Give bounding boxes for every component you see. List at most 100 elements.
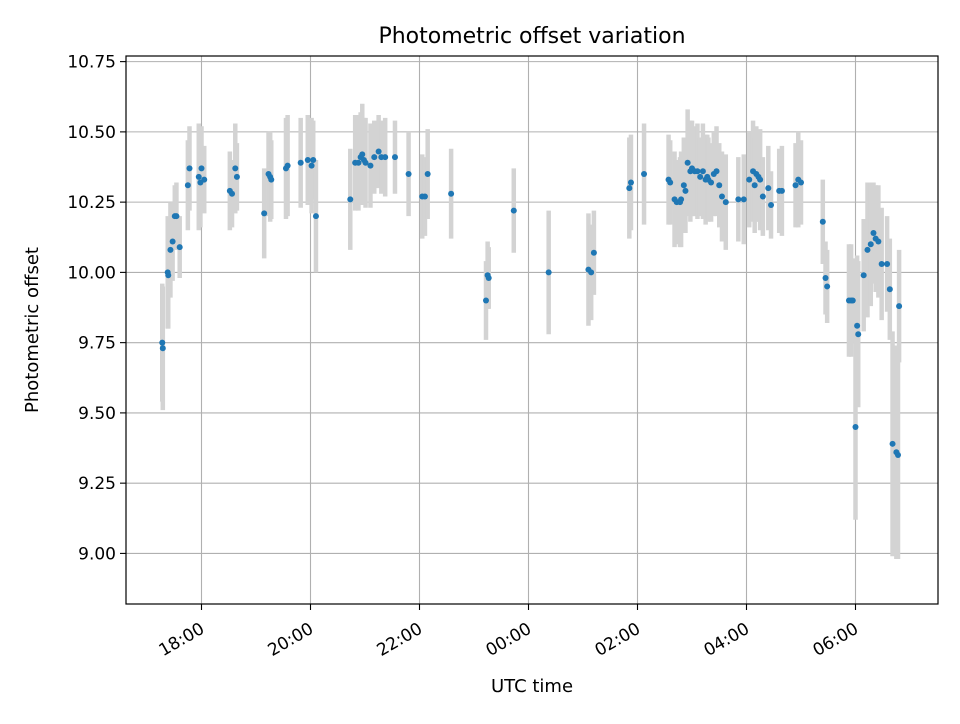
data-point (896, 303, 903, 310)
data-point (448, 190, 455, 197)
data-point (405, 171, 412, 178)
data-point (855, 331, 862, 338)
data-point (682, 187, 689, 194)
data-point (667, 179, 674, 186)
data-point (895, 452, 902, 459)
data-point (485, 275, 492, 282)
data-point (699, 168, 706, 175)
y-tick-label: 10.25 (67, 193, 116, 213)
data-point (768, 201, 775, 208)
y-tick-label: 9.50 (78, 404, 116, 424)
data-point (482, 297, 489, 304)
data-point (424, 171, 431, 178)
data-point (759, 193, 766, 200)
data-point (362, 159, 369, 166)
data-point (165, 272, 172, 279)
data-point (765, 185, 772, 192)
data-point (173, 213, 180, 220)
y-tick-label: 9.00 (78, 544, 116, 564)
data-point (870, 230, 877, 237)
data-point (798, 179, 804, 186)
y-axis-label: Photometric offset (22, 247, 43, 413)
data-point (713, 168, 720, 175)
data-point (310, 156, 317, 163)
data-point (852, 423, 859, 430)
y-tick-label: 10.50 (67, 123, 116, 143)
data-point (751, 182, 758, 189)
data-point (740, 196, 747, 203)
plot-frame (125, 55, 939, 605)
data-point (678, 196, 685, 203)
data-point (355, 159, 362, 166)
data-point (261, 210, 268, 217)
data-point (824, 283, 831, 290)
data-point (195, 173, 202, 180)
data-point (169, 238, 176, 245)
data-point (367, 162, 374, 169)
data-point (757, 176, 764, 183)
data-point (864, 246, 871, 253)
data-point (822, 275, 829, 282)
data-point (878, 260, 885, 267)
data-point (735, 196, 742, 203)
y-tick-label: 9.25 (78, 474, 116, 494)
data-point (627, 179, 634, 186)
data-point (198, 165, 205, 172)
data-point (184, 182, 191, 189)
data-point (201, 176, 208, 183)
data-point (391, 154, 398, 161)
data-point (867, 241, 874, 248)
data-point (375, 148, 382, 155)
data-point (159, 339, 166, 346)
data-point (684, 159, 691, 166)
y-tick-label: 10.00 (67, 263, 116, 283)
data-point (886, 286, 893, 293)
data-point (284, 162, 291, 169)
data-point (641, 171, 648, 178)
y-tick-label: 10.75 (67, 53, 116, 73)
data-point (746, 176, 753, 183)
data-point (884, 260, 891, 267)
data-point (590, 249, 597, 256)
data-point (268, 176, 275, 183)
data-point (371, 154, 378, 161)
data-point (849, 297, 856, 304)
data-point (186, 165, 193, 172)
data-point (167, 246, 174, 253)
data-point (889, 440, 896, 447)
data-point (297, 159, 304, 166)
data-point (718, 193, 725, 200)
data-point (722, 199, 729, 206)
data-point (778, 187, 785, 194)
x-axis-label: UTC time (491, 676, 573, 697)
data-point (304, 156, 311, 163)
data-point (697, 173, 704, 180)
data-point (680, 182, 687, 189)
data-point (588, 269, 595, 276)
data-point (860, 272, 867, 279)
data-point (308, 162, 315, 169)
data-point (545, 269, 552, 276)
y-tick-label: 9.75 (78, 334, 116, 354)
data-point (854, 322, 861, 329)
data-point (233, 173, 240, 180)
data-point (694, 168, 701, 175)
data-point (875, 238, 882, 245)
data-point (229, 190, 236, 197)
chart-title: Photometric offset variation (378, 24, 685, 49)
data-point (312, 213, 319, 220)
data-point (792, 182, 799, 189)
data-point (159, 345, 166, 352)
data-point (510, 207, 517, 214)
data-point (708, 179, 715, 186)
data-point (421, 193, 428, 200)
data-point (626, 185, 633, 192)
data-point (716, 182, 723, 189)
data-point (819, 218, 826, 225)
data-point (176, 244, 183, 251)
data-points (159, 148, 903, 459)
data-point (347, 196, 354, 203)
data-point (382, 154, 389, 161)
